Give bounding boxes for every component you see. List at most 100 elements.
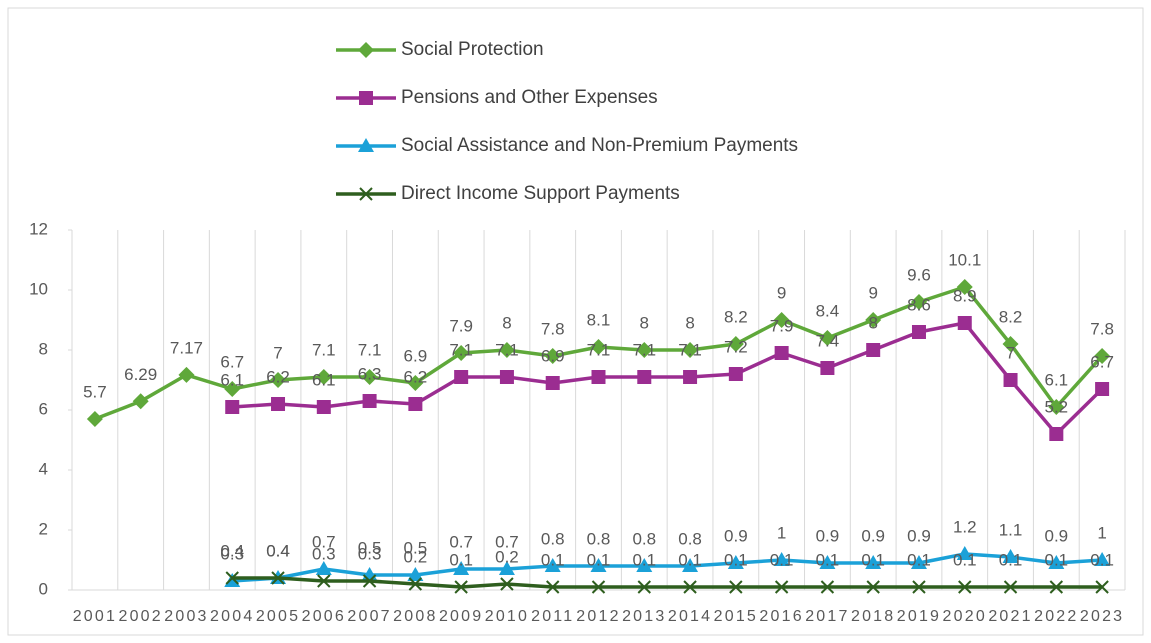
data-label: 8.4 <box>816 301 840 320</box>
data-label: 7 <box>273 343 282 362</box>
y-tick-label: 8 <box>39 339 48 358</box>
data-label: 0.8 <box>632 529 656 548</box>
marker <box>271 571 285 585</box>
x-tick-label: 2023 <box>1080 608 1124 625</box>
series-line <box>232 576 1103 589</box>
data-label: 6.9 <box>404 346 428 365</box>
marker <box>1048 555 1065 569</box>
data-label: 6.9 <box>541 346 565 365</box>
marker <box>544 348 561 364</box>
data-label: 8.1 <box>587 310 611 329</box>
data-label: 0.5 <box>404 538 428 557</box>
data-label: 7.1 <box>495 340 519 359</box>
data-label: 0.1 <box>587 550 611 569</box>
marker <box>315 369 332 385</box>
data-label: 6.7 <box>1090 352 1114 371</box>
marker <box>544 558 561 572</box>
data-label: 7.2 <box>724 337 748 356</box>
marker <box>224 381 241 397</box>
data-label: 0.1 <box>907 550 931 569</box>
data-label: 6.29 <box>124 365 157 384</box>
data-label: 1 <box>1097 523 1106 542</box>
x-tick-label: 2001 <box>73 608 117 625</box>
x-tick-label: 2002 <box>118 608 162 625</box>
marker <box>911 325 926 339</box>
data-label: 7.1 <box>587 340 611 359</box>
marker <box>271 397 286 411</box>
data-label: 6.2 <box>404 367 428 386</box>
data-label: 6.2 <box>266 367 290 386</box>
marker <box>819 330 836 346</box>
x-tick-label: 2015 <box>714 608 758 625</box>
x-tick-label: 2013 <box>622 608 666 625</box>
marker <box>865 555 882 569</box>
marker <box>958 580 972 594</box>
y-tick-label: 0 <box>39 579 48 598</box>
x-tick-label: 2020 <box>943 608 987 625</box>
data-label: 0.9 <box>724 526 748 545</box>
series-line <box>232 321 1104 436</box>
data-label: 0.9 <box>861 526 885 545</box>
data-label: 5.2 <box>1045 397 1069 416</box>
data-label: 8 <box>685 313 694 332</box>
marker <box>454 370 469 384</box>
marker <box>774 580 789 594</box>
marker <box>359 187 373 201</box>
marker <box>362 574 377 588</box>
marker <box>361 369 378 385</box>
marker <box>225 571 239 585</box>
marker <box>637 370 652 384</box>
data-label: 8 <box>868 313 877 332</box>
marker <box>407 567 424 581</box>
data-label: 7.8 <box>1090 319 1114 338</box>
data-label: 0.9 <box>816 526 840 545</box>
marker <box>358 42 374 58</box>
data-label: 10.1 <box>948 250 981 269</box>
data-label: 8.2 <box>999 307 1023 326</box>
data-label: 8.2 <box>724 307 748 326</box>
data-label: 7.17 <box>170 338 203 357</box>
marker <box>317 574 331 588</box>
x-tick-label: 2021 <box>988 608 1032 625</box>
data-label: 0.4 <box>220 541 244 560</box>
data-label: 0.8 <box>541 529 565 548</box>
marker <box>819 555 836 569</box>
data-label: 1 <box>777 523 786 542</box>
series-line <box>232 552 1103 583</box>
data-label: 0.1 <box>1045 550 1069 569</box>
data-label: 7.1 <box>358 340 382 359</box>
data-label: 7.1 <box>678 340 702 359</box>
marker <box>408 397 423 411</box>
marker <box>453 561 470 575</box>
marker <box>315 561 332 575</box>
data-label: 0.8 <box>587 529 611 548</box>
marker <box>1049 427 1064 441</box>
marker <box>1095 382 1110 396</box>
marker <box>546 580 560 594</box>
marker <box>1003 373 1018 387</box>
marker <box>1003 580 1018 594</box>
data-label: 1.1 <box>999 520 1023 539</box>
x-tick-label: 2014 <box>668 608 712 625</box>
marker <box>683 580 697 594</box>
marker <box>820 580 835 594</box>
marker <box>957 316 972 330</box>
marker <box>636 558 653 572</box>
marker <box>728 367 743 381</box>
legend-label: Social Protection <box>401 39 544 60</box>
marker <box>1049 580 1064 594</box>
data-label: 0.2 <box>495 547 519 566</box>
legend-label: Direct Income Support Payments <box>401 183 680 204</box>
data-label: 0.1 <box>770 550 794 569</box>
marker <box>86 411 103 427</box>
data-label: 0.3 <box>358 544 382 563</box>
marker <box>637 580 651 594</box>
marker <box>956 546 973 560</box>
marker <box>359 91 373 105</box>
legend-label: Pensions and Other Expenses <box>401 87 658 108</box>
data-label: 0.7 <box>312 532 336 551</box>
data-label: 7.1 <box>449 340 473 359</box>
marker <box>408 577 423 591</box>
marker <box>1094 348 1111 364</box>
marker <box>358 138 374 152</box>
